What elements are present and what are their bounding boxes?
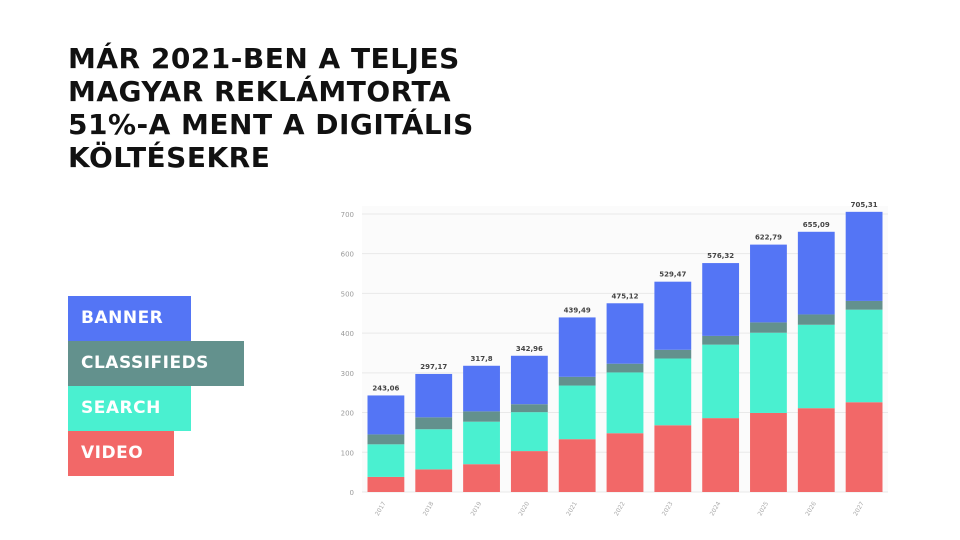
- y-tick-label: 600: [341, 251, 354, 259]
- x-tick-label: 2021: [565, 500, 579, 517]
- total-label: 243,06: [372, 384, 399, 392]
- bar-segment-classifieds: [367, 434, 405, 445]
- x-tick-label: 2017: [374, 500, 388, 517]
- bar-segment-classifieds: [654, 349, 692, 359]
- bar-segment-video: [702, 418, 740, 492]
- bar-segment-classifieds: [463, 411, 500, 422]
- bar-segment-classifieds: [845, 300, 883, 310]
- total-label: 529,47: [659, 271, 686, 279]
- x-tick-label: 2018: [422, 500, 436, 517]
- bar-segment-classifieds: [797, 314, 835, 325]
- legend-item-video: VIDEO: [68, 431, 174, 476]
- total-label: 622,79: [755, 234, 782, 242]
- bar-segment-video: [558, 439, 596, 492]
- bar-segment-banner: [797, 231, 835, 315]
- total-label: 297,17: [420, 363, 447, 371]
- bar-segment-banner: [463, 365, 500, 412]
- bar-segment-search: [558, 385, 596, 440]
- y-tick-label: 100: [341, 449, 354, 457]
- total-label: 576,32: [707, 252, 734, 260]
- bar-segment-classifieds: [558, 376, 596, 386]
- bar-segment-video: [797, 408, 835, 492]
- y-tick-label: 700: [341, 211, 354, 219]
- x-tick-label: 2025: [756, 500, 770, 517]
- y-tick-label: 0: [350, 489, 354, 497]
- x-tick-label: 2019: [470, 500, 484, 517]
- bar-segment-search: [367, 444, 405, 477]
- bar-segment-banner: [606, 303, 644, 364]
- y-tick-label: 300: [341, 370, 354, 378]
- bar-segment-video: [606, 433, 644, 492]
- bar-segment-search: [845, 309, 883, 403]
- x-tick-label: 2023: [661, 500, 675, 517]
- bar-segment-video: [750, 412, 787, 492]
- bar-segment-banner: [845, 211, 883, 301]
- bar-segment-banner: [367, 395, 405, 435]
- legend-item-search: SEARCH: [68, 386, 191, 431]
- total-label: 439,49: [564, 306, 591, 314]
- stacked-bar-chart: 0 100 200 300 400 500 600 700 243,06 2017 297,17 20…: [341, 201, 888, 517]
- bar-segment-classifieds: [415, 417, 453, 430]
- bar-segment-search: [702, 344, 740, 419]
- bar-segment-banner: [750, 244, 787, 323]
- total-label: 317,8: [470, 355, 492, 363]
- total-label: 475,12: [611, 292, 638, 300]
- bar-segment-video: [845, 402, 883, 492]
- bar-segment-banner: [654, 281, 692, 350]
- bar-segment-search: [415, 429, 453, 470]
- bar-segment-classifieds: [750, 322, 787, 333]
- x-tick-label: 2027: [852, 500, 866, 517]
- bar-segment-classifieds: [606, 363, 644, 373]
- total-label: 705,31: [851, 201, 878, 209]
- bar-segment-banner: [702, 263, 740, 336]
- total-label: 342,96: [516, 345, 543, 353]
- bar-segment-search: [750, 332, 787, 413]
- legend: BANNER CLASSIFIEDS SEARCH VIDEO: [68, 296, 244, 476]
- bar-segment-search: [510, 412, 548, 452]
- bar-segment-banner: [558, 317, 596, 377]
- chart-area: 0 100 200 300 400 500 600 700 243,06 2017 297,17 20…: [336, 198, 896, 520]
- bar-segment-video: [510, 451, 548, 492]
- bar-segment-banner: [415, 373, 453, 418]
- bar-segment-search: [797, 324, 835, 409]
- x-tick-label: 2024: [709, 500, 723, 517]
- y-tick-label: 500: [341, 290, 354, 298]
- bar-segment-classifieds: [510, 404, 548, 413]
- bar-segment-search: [654, 358, 692, 426]
- y-tick-label: 200: [341, 410, 354, 418]
- x-tick-label: 2020: [517, 500, 531, 517]
- bar-segment-video: [415, 469, 453, 492]
- bar-segment-classifieds: [702, 335, 740, 345]
- bar-segment-search: [463, 421, 500, 465]
- y-tick-label: 400: [341, 330, 354, 338]
- headline: MÁR 2021-BEN A TELJES MAGYAR REKLÁMTORTA…: [68, 42, 474, 174]
- bar-segment-search: [606, 372, 644, 434]
- legend-item-banner: BANNER: [68, 296, 191, 341]
- x-tick-label: 2022: [613, 500, 627, 517]
- bar-segment-video: [463, 464, 500, 492]
- total-label: 655,09: [803, 221, 830, 229]
- x-tick-label: 2026: [804, 500, 818, 517]
- legend-item-classifieds: CLASSIFIEDS: [68, 341, 244, 386]
- bar-segment-video: [654, 425, 692, 492]
- bar-segment-banner: [510, 355, 548, 405]
- bar-segment-video: [367, 476, 405, 492]
